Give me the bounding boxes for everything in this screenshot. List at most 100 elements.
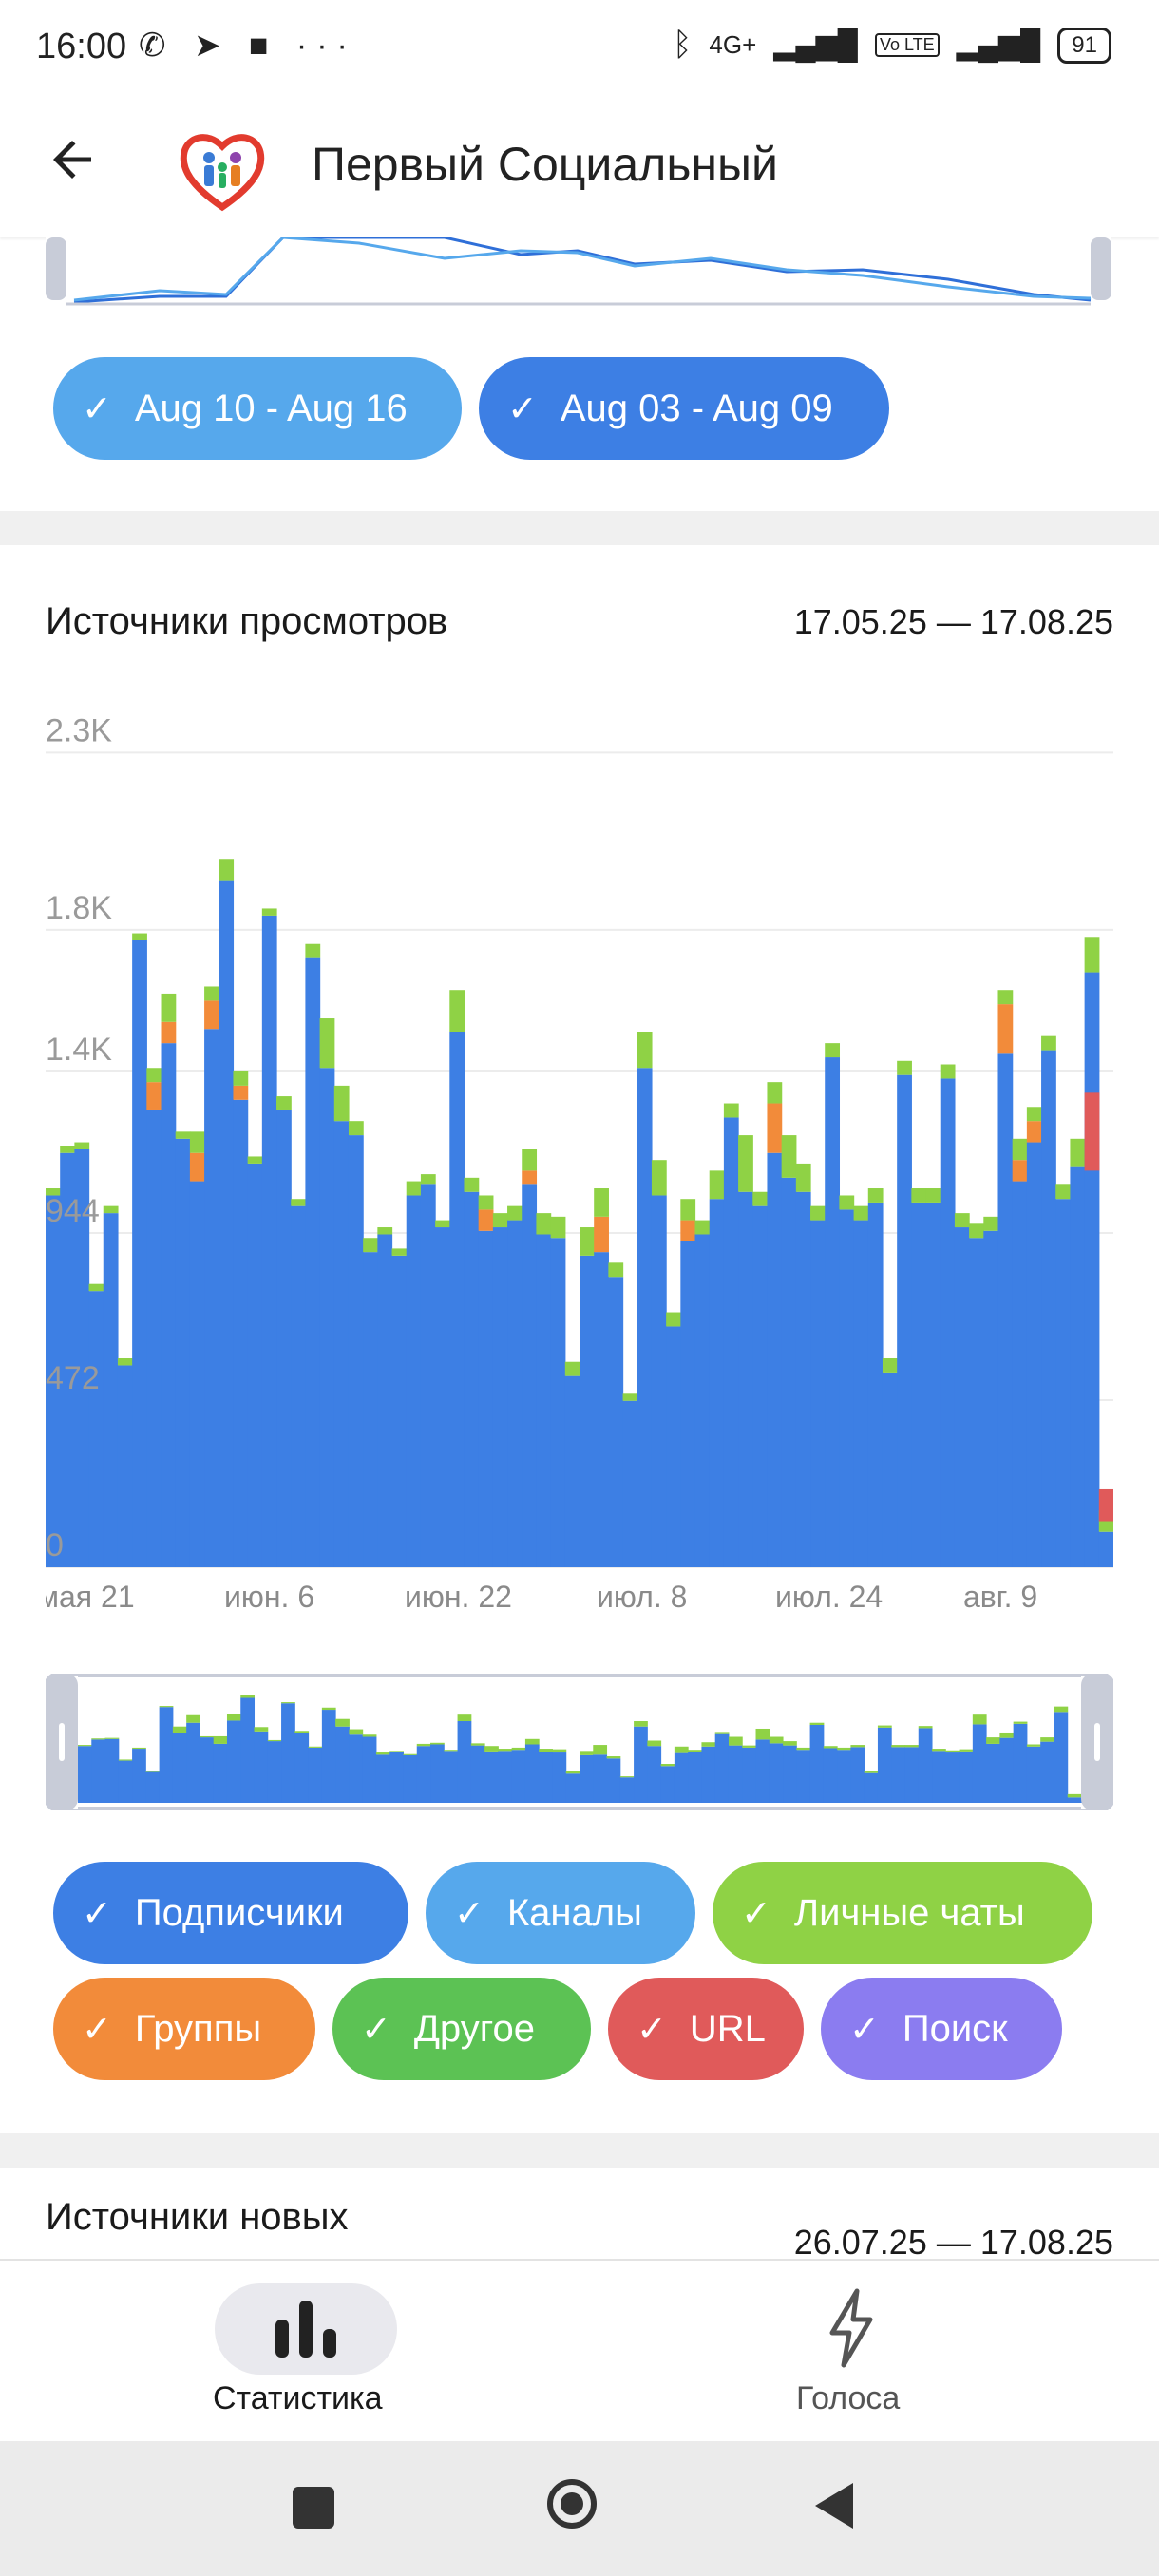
y-tick-label: 944	[46, 1193, 100, 1229]
series-chip-channels[interactable]: ✓ Каналы	[426, 1862, 695, 1964]
nav-bar	[945, 1752, 960, 1803]
y-tick-label: 1.4K	[46, 1032, 112, 1068]
nav-bar-extra	[986, 1737, 1000, 1744]
circle-home-icon[interactable]	[547, 2479, 597, 2529]
bar-segment	[608, 1262, 624, 1278]
bar-subscribers	[911, 1202, 927, 1567]
bar-url	[1098, 1488, 1114, 1522]
nav-bar-extra	[769, 1736, 784, 1744]
bar-segment	[60, 1146, 75, 1153]
bar-segment	[348, 1121, 364, 1136]
more-dots-icon: ···	[295, 28, 357, 64]
back-arrow-icon[interactable]	[44, 129, 120, 205]
nav-bar	[172, 1733, 187, 1803]
bar-segment	[594, 1188, 609, 1217]
nav-bar	[132, 1749, 146, 1803]
nav-bar-extra	[660, 1763, 675, 1767]
square-recent-icon[interactable]	[293, 2487, 334, 2529]
new-section-title: Источники новых	[46, 2196, 349, 2238]
nav-bar-extra	[850, 1745, 865, 1748]
series-chip-groups[interactable]: ✓ Группы	[53, 1978, 315, 2080]
bar-subscribers	[853, 1220, 869, 1567]
status-right: ᛒ 4G+ ▂▄▆█ Vo LTE ▂▄▆█ 91	[673, 27, 1112, 64]
bar-segment	[580, 1227, 595, 1256]
bar-segment	[1084, 937, 1100, 973]
handle-grip	[1094, 1723, 1100, 1761]
nav-bar-extra	[457, 1714, 472, 1722]
signal-icon-2: ▂▄▆█	[956, 29, 1041, 61]
lightning-icon[interactable]	[817, 2285, 885, 2371]
bar-subscribers	[1012, 1181, 1028, 1567]
video-icon: ■	[248, 28, 278, 64]
bar-subscribers	[377, 1234, 393, 1567]
bar-segment	[276, 1096, 292, 1110]
nav-item-statistics[interactable]	[215, 2283, 397, 2375]
volte-label: Vo LTE	[874, 33, 940, 57]
bar-segment	[839, 1195, 855, 1210]
series-chip-private-chats[interactable]: ✓ Личные чаты	[712, 1862, 1092, 1964]
heart-family-logo[interactable]	[173, 120, 272, 218]
series-chip-subscribers[interactable]: ✓ Подписчики	[53, 1862, 408, 1964]
series-chip-url[interactable]: ✓ URL	[608, 1978, 804, 2080]
bar-segment	[983, 1216, 999, 1231]
bar-subscribers	[839, 1209, 855, 1567]
nav-bar	[1026, 1746, 1041, 1803]
nav-bar	[823, 1748, 838, 1803]
nav-bar	[78, 1746, 92, 1803]
nav-bar-extra	[375, 1752, 390, 1755]
bar-subscribers	[608, 1277, 624, 1567]
bar-segment	[46, 1188, 61, 1196]
nav-bar	[1040, 1741, 1054, 1803]
bar-chart-icon	[276, 2301, 336, 2358]
nav-bar	[837, 1750, 851, 1803]
nav-bar-extra	[430, 1742, 445, 1745]
bar-subscribers	[291, 1205, 307, 1567]
series-chip-label: URL	[689, 2007, 766, 2050]
views-sources-chart[interactable]: 2.3K 1.8K 1.4K 944 472 0 мая 21 июн. 6 июн. 22 ию…	[38, 703, 1114, 1615]
bar-subscribers	[464, 1191, 480, 1567]
bar-subscribers	[391, 1255, 408, 1567]
bar-subscribers	[767, 1152, 783, 1567]
check-icon: ✓	[741, 1893, 771, 1934]
signal-icon: ▂▄▆█	[773, 29, 858, 61]
week-chip-aug03[interactable]: ✓ Aug 03 - Aug 09	[479, 357, 889, 460]
triangle-back-icon[interactable]	[815, 2483, 853, 2529]
nav-bar	[904, 1747, 920, 1803]
week-chip-aug10[interactable]: ✓ Aug 10 - Aug 16	[53, 357, 462, 460]
bar-subscribers	[580, 1255, 595, 1567]
bar-segment	[161, 1021, 177, 1044]
views-section-date-range[interactable]: 17.05.25 — 17.08.25	[793, 602, 1113, 641]
nav-label-votes[interactable]: Голоса	[796, 2380, 901, 2416]
nav-bar	[186, 1722, 200, 1803]
bar-subscribers	[867, 1202, 884, 1567]
bar-segment	[319, 1018, 335, 1069]
bar-segment	[969, 1223, 984, 1239]
bar-subscribers	[969, 1238, 984, 1567]
nav-bar-extra	[904, 1745, 920, 1748]
bar-subscribers	[897, 1074, 912, 1567]
nav-bar-extra	[959, 1749, 974, 1752]
nav-bar	[362, 1736, 377, 1803]
whatsapp-icon: ✆	[139, 28, 176, 64]
nav-bar-extra	[498, 1749, 513, 1752]
nav-bar-extra	[444, 1750, 459, 1752]
nav-bar	[1013, 1723, 1028, 1803]
nav-label-statistics[interactable]: Статистика	[213, 2380, 383, 2416]
nav-bar	[1067, 1797, 1082, 1803]
nav-bar	[498, 1751, 513, 1803]
bar-subscribers	[103, 1213, 119, 1567]
week-chip-label: Aug 10 - Aug 16	[134, 387, 408, 429]
nav-bar-extra	[226, 1714, 241, 1721]
series-chip-label: Группы	[134, 2007, 262, 2050]
previous-chart-navigator[interactable]	[46, 236, 1112, 306]
series-chip-other[interactable]: ✓ Другое	[332, 1978, 591, 2080]
bar-subscribers	[88, 1291, 104, 1567]
chart-range-navigator[interactable]	[44, 1672, 1115, 1812]
series-chip-search[interactable]: ✓ Поиск	[821, 1978, 1062, 2080]
bar-subscribers	[550, 1238, 566, 1567]
bar-segment	[88, 1283, 104, 1292]
bar-segment	[550, 1216, 566, 1239]
nav-bar-extra	[701, 1742, 716, 1747]
new-section-date-range[interactable]: 26.07.25 — 17.08.25	[793, 2223, 1113, 2262]
nav-bar-extra	[321, 1707, 336, 1711]
